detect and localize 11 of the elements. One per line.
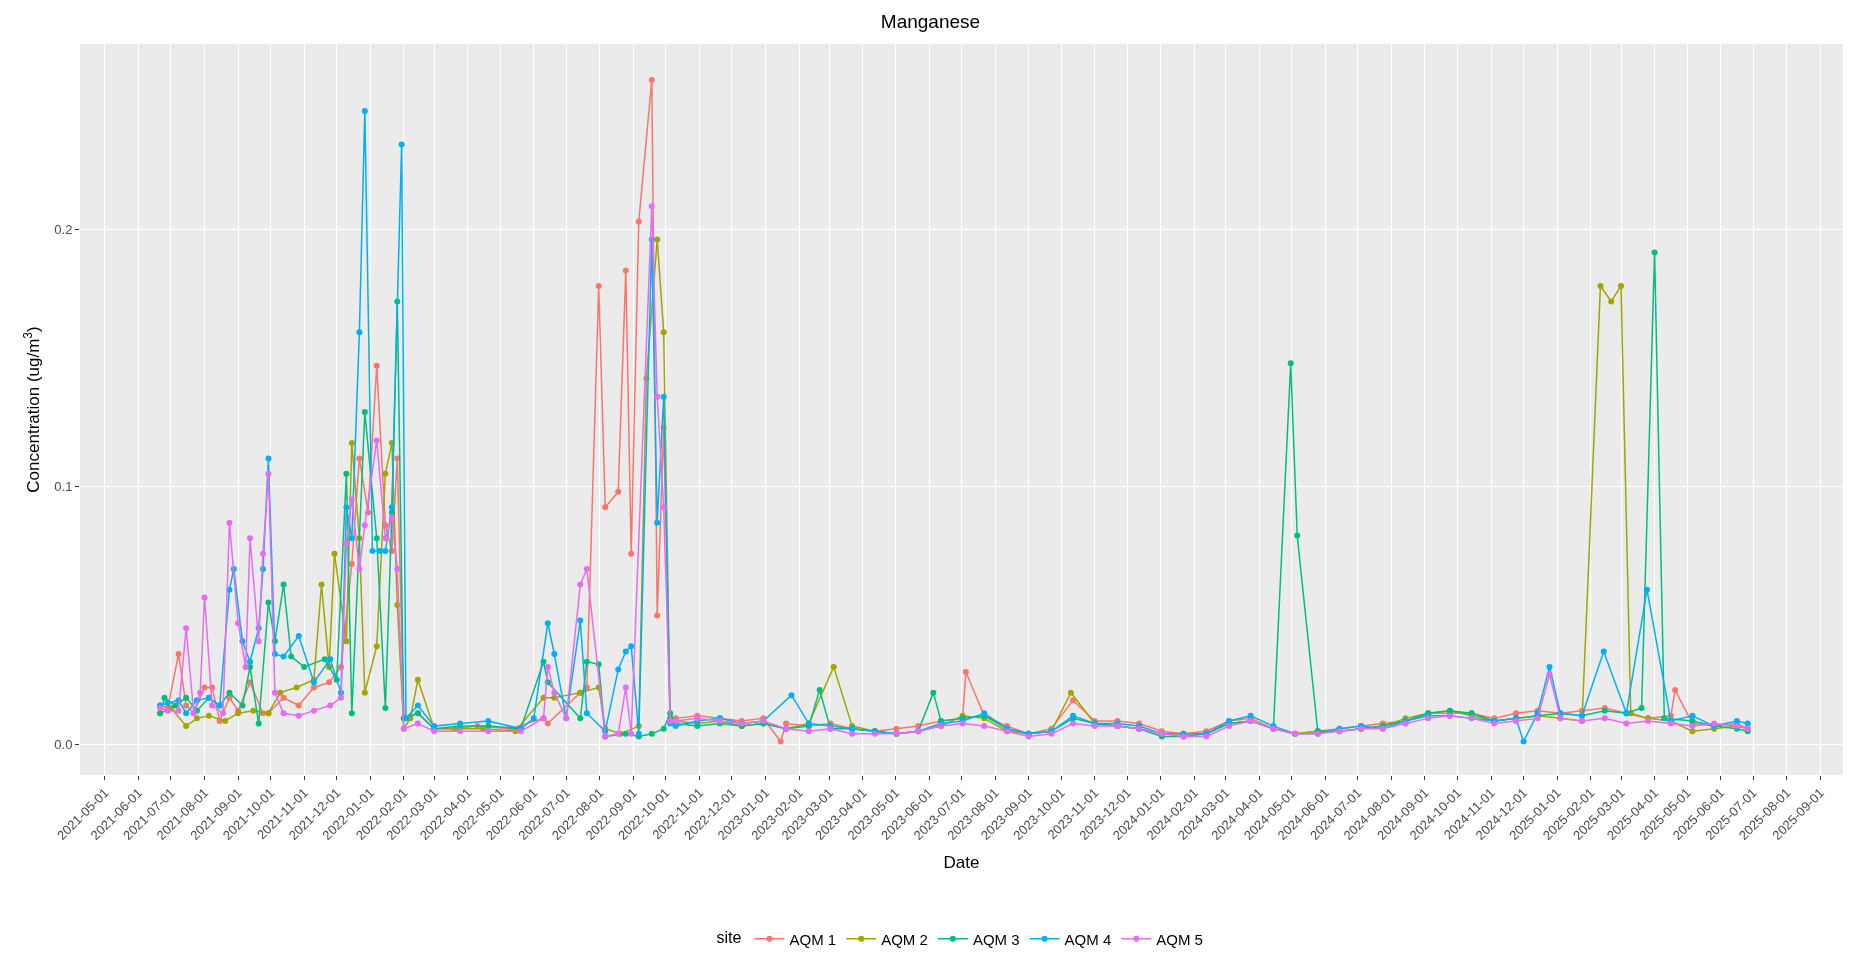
chart-title: Manganese — [880, 10, 981, 32]
y-tick-label: 0.1 — [54, 479, 73, 495]
legend-title: site — [716, 929, 742, 947]
y-tick-label: 0.2 — [54, 221, 73, 237]
x-axis-title: Date — [943, 853, 980, 873]
legend-label: AQM 4 — [1064, 930, 1112, 948]
legend-label: AQM 5 — [1156, 930, 1203, 948]
legend-label: AQM 3 — [972, 930, 1020, 948]
legend-label: AQM 2 — [881, 930, 928, 948]
legend-label: AQM 1 — [789, 930, 837, 948]
y-tick-label: 0.0 — [54, 736, 73, 752]
